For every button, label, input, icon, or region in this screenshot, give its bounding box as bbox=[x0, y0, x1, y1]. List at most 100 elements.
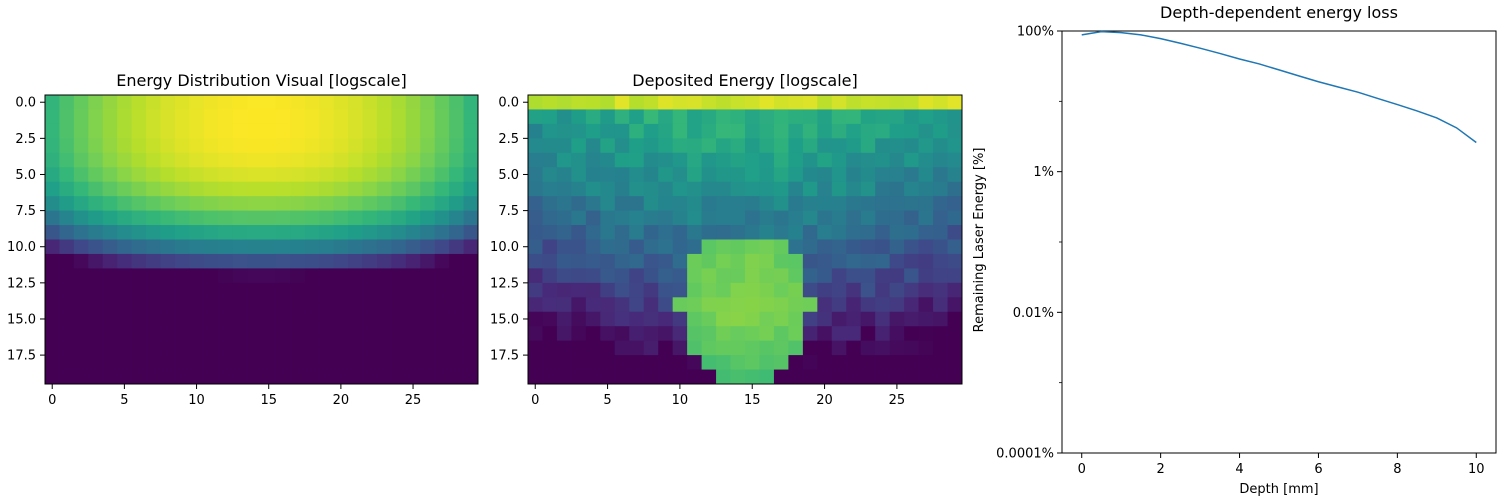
heatmap-cell bbox=[405, 95, 421, 110]
heatmap-cell bbox=[88, 253, 104, 269]
heatmap-cell bbox=[643, 340, 659, 356]
heatmap-cell bbox=[376, 355, 392, 371]
heatmap-cell bbox=[629, 355, 645, 371]
heatmap-cell bbox=[773, 95, 789, 110]
heatmap-cell bbox=[788, 355, 804, 371]
heatmap-cell bbox=[860, 311, 876, 327]
heatmap-cell bbox=[117, 123, 133, 139]
heatmap-cell bbox=[687, 225, 703, 240]
heatmap-cell bbox=[875, 210, 891, 226]
heatmap-cell bbox=[773, 340, 789, 356]
heatmap-cell bbox=[261, 239, 277, 255]
heatmap-cell bbox=[672, 152, 688, 168]
heatmap-cell bbox=[716, 152, 732, 168]
energy-loss-x-label: Depth [mm] bbox=[1239, 482, 1318, 497]
heatmap-cell bbox=[73, 210, 89, 226]
heatmap-cell bbox=[846, 355, 862, 371]
heatmap-cell bbox=[745, 138, 760, 154]
heatmap-cell bbox=[875, 282, 891, 298]
heatmap-cell bbox=[672, 340, 688, 356]
heatmap-cell bbox=[203, 225, 219, 240]
heatmap-cell bbox=[391, 181, 407, 197]
heatmap-cell bbox=[904, 225, 920, 240]
heatmap-cell bbox=[614, 282, 630, 298]
heatmap-cell bbox=[420, 196, 436, 212]
heatmap-cell bbox=[571, 268, 587, 284]
heatmap-cell bbox=[745, 355, 760, 371]
y-tick-label: 0.0 bbox=[15, 96, 36, 111]
heatmap-cell bbox=[290, 225, 306, 240]
heatmap-cell bbox=[528, 326, 543, 342]
heatmap-cell bbox=[745, 181, 760, 197]
heatmap-cell bbox=[203, 123, 219, 139]
heatmap-cell bbox=[405, 311, 421, 327]
heatmap-cell bbox=[319, 210, 335, 226]
heatmap-cell bbox=[745, 210, 760, 226]
heatmap-cell bbox=[376, 167, 392, 183]
heatmap-cell bbox=[860, 297, 876, 313]
heatmap-cell bbox=[290, 152, 306, 168]
heatmap-cell bbox=[117, 282, 133, 298]
heatmap-cell bbox=[73, 123, 89, 139]
heatmap-cell bbox=[73, 311, 89, 327]
heatmap-cell bbox=[528, 239, 543, 255]
heatmap-cell bbox=[232, 138, 248, 154]
heatmap-cell bbox=[585, 282, 601, 298]
x-tick-label: 5 bbox=[603, 393, 611, 408]
heatmap-cell bbox=[614, 210, 630, 226]
heatmap-cell bbox=[585, 239, 601, 255]
heatmap-cell bbox=[802, 253, 818, 269]
heatmap-cell bbox=[528, 181, 543, 197]
heatmap-cell bbox=[348, 138, 364, 154]
heatmap-cell bbox=[362, 268, 378, 284]
heatmap-cell bbox=[391, 239, 407, 255]
heatmap-cell bbox=[889, 282, 905, 298]
heatmap-cell bbox=[319, 311, 335, 327]
heatmap-cell bbox=[658, 152, 674, 168]
heatmap-cell bbox=[348, 369, 364, 385]
heatmap-cell bbox=[45, 196, 60, 212]
heatmap-cell bbox=[614, 109, 630, 125]
heatmap-cell bbox=[860, 95, 876, 110]
heatmap-cell bbox=[59, 311, 75, 327]
heatmap-cell bbox=[716, 297, 732, 313]
heatmap-cell bbox=[405, 282, 421, 298]
heatmap-cell bbox=[860, 369, 876, 385]
heatmap-cell bbox=[585, 268, 601, 284]
heatmap-cell bbox=[218, 253, 234, 269]
heatmap-cell bbox=[556, 253, 572, 269]
heatmap-cell bbox=[463, 109, 479, 125]
heatmap-cell bbox=[102, 181, 118, 197]
energy-loss-y-label: Remaining Laser Energy [%] bbox=[972, 148, 987, 333]
heatmap-cell bbox=[290, 210, 306, 226]
heatmap-cell bbox=[730, 369, 746, 385]
heatmap-cell bbox=[730, 138, 746, 154]
heatmap-cell bbox=[434, 326, 450, 342]
heatmap-cell bbox=[463, 210, 479, 226]
heatmap-cell bbox=[556, 138, 572, 154]
heatmap-cell bbox=[218, 268, 234, 284]
heatmap-cell bbox=[333, 340, 349, 356]
heatmap-cell bbox=[643, 152, 659, 168]
heatmap-cell bbox=[788, 152, 804, 168]
heatmap-cell bbox=[362, 109, 378, 125]
heatmap-cell bbox=[131, 123, 147, 139]
heatmap-cell bbox=[542, 152, 558, 168]
heatmap-cell bbox=[585, 297, 601, 313]
heatmap-cell bbox=[716, 109, 732, 125]
y-tick-label: 10.0 bbox=[7, 240, 36, 255]
heatmap-cell bbox=[571, 167, 587, 183]
heatmap-cell bbox=[189, 253, 205, 269]
heatmap-cell bbox=[189, 167, 205, 183]
heatmap-cell bbox=[875, 239, 891, 255]
heatmap-cell bbox=[362, 225, 378, 240]
heatmap-cell bbox=[716, 311, 732, 327]
heatmap-cell bbox=[947, 95, 963, 110]
heatmap-cell bbox=[319, 268, 335, 284]
heatmap-cell bbox=[146, 181, 161, 197]
heatmap-cell bbox=[947, 152, 963, 168]
heatmap-cell bbox=[160, 369, 176, 385]
y-tick-label: 2.5 bbox=[498, 132, 519, 147]
heatmap-cell bbox=[875, 196, 891, 212]
heatmap-cell bbox=[759, 109, 775, 125]
